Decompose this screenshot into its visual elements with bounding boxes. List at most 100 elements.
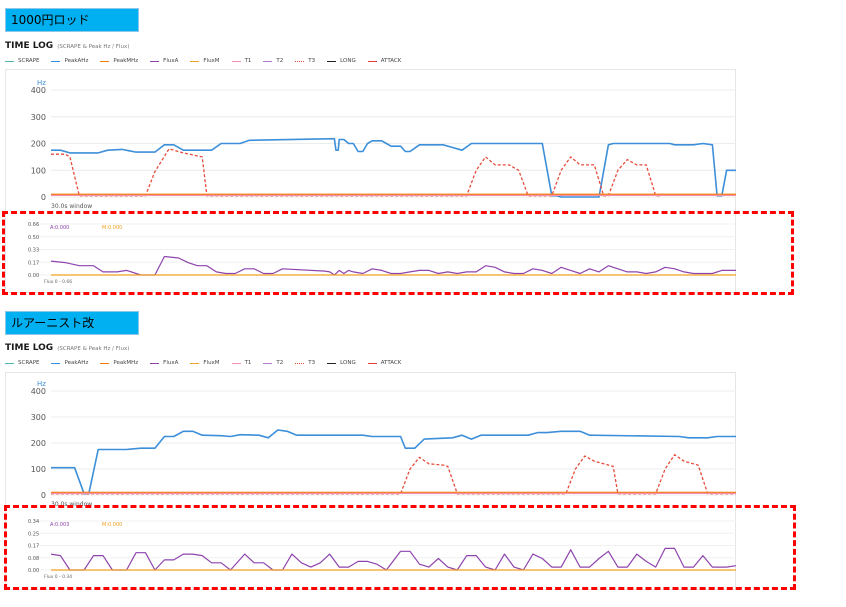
y-tick-label: 100 xyxy=(31,166,46,175)
legend: SCRAPE PeakAHz PeakMHz FluxA FluxM T1 T2 T3 LONG… xyxy=(5,55,745,67)
legend-swatch xyxy=(327,362,337,364)
series-line-t3 xyxy=(51,148,661,197)
legend-item-fluxm[interactable]: FluxM xyxy=(190,360,220,366)
legend-swatch xyxy=(150,362,160,364)
legend-label: T1 xyxy=(244,360,252,366)
legend-item-t1[interactable]: T1 xyxy=(231,58,252,64)
legend-label: PeakMHz xyxy=(113,58,139,64)
legend-swatch xyxy=(231,60,241,62)
legend-label: ATTACK xyxy=(380,58,402,64)
legend-swatch xyxy=(327,60,337,62)
flux-a-value: A:0.003 xyxy=(50,522,69,528)
legend-swatch xyxy=(263,362,273,364)
legend-label: FluxM xyxy=(203,360,220,366)
legend-item-long[interactable]: LONG xyxy=(327,360,356,366)
series-line-t3 xyxy=(51,454,736,495)
legend-label: SCRAPE xyxy=(18,58,40,64)
y-axis-label: Hz xyxy=(37,380,46,388)
legend-item-long[interactable]: LONG xyxy=(327,58,356,64)
legend-swatch xyxy=(190,362,200,364)
flux-y-tick-label: 0.34 xyxy=(28,519,39,525)
legend-label: T1 xyxy=(244,58,252,64)
flux-y-tick-label: 0.50 xyxy=(28,235,39,241)
y-tick-label: 300 xyxy=(31,113,46,122)
panel-title-text: TIME LOG xyxy=(5,41,54,51)
legend-item-t2[interactable]: T2 xyxy=(263,360,283,366)
legend-item-scrape[interactable]: SCRAPE xyxy=(5,360,39,366)
legend-item-t2[interactable]: T2 xyxy=(263,58,283,64)
legend-label: FluxM xyxy=(203,58,220,64)
legend-swatch xyxy=(190,60,200,62)
legend-item-peakahz[interactable]: PeakAHz xyxy=(51,360,88,366)
legend-item-peakmhz[interactable]: PeakMHz xyxy=(100,360,138,366)
legend-label: PeakAHz xyxy=(64,360,89,366)
legend-item-t3[interactable]: T3 xyxy=(295,58,315,64)
flux-y-tick-label: 0.66 xyxy=(28,222,39,228)
section-label-1000yen-rod: 1000円ロッド xyxy=(5,8,139,32)
legend-label: T3 xyxy=(308,58,316,64)
y-tick-label: 100 xyxy=(31,465,46,474)
legend-item-attack[interactable]: ATTACK xyxy=(367,58,402,64)
legend-swatch xyxy=(367,60,377,62)
legend-label: T2 xyxy=(276,360,284,366)
flux-y-tick-label: 0.33 xyxy=(28,248,39,254)
legend-label: FluxA xyxy=(163,58,179,64)
panel-title: TIME LOG (SCRAPE & Peak Hz / Flux) xyxy=(5,41,129,51)
legend-item-fluxm[interactable]: FluxM xyxy=(190,58,220,64)
legend-swatch xyxy=(5,362,14,364)
flux-series-line-fluxa xyxy=(50,547,737,571)
legend-item-attack[interactable]: ATTACK xyxy=(367,360,402,366)
flux-y-tick-label: 0.17 xyxy=(28,544,39,550)
legend-label: LONG xyxy=(340,58,356,64)
legend-swatch xyxy=(295,60,305,62)
legend-label: T2 xyxy=(276,58,284,64)
legend-swatch xyxy=(263,60,273,62)
legend-item-scrape[interactable]: SCRAPE xyxy=(5,58,39,64)
y-axis-label: Hz xyxy=(37,79,46,87)
panel-subtitle: (SCRAPE & Peak Hz / Flux) xyxy=(57,346,130,352)
legend-label: ATTACK xyxy=(380,360,402,366)
legend-label: LONG xyxy=(340,360,356,366)
section-label-lurenist-kai: ルアーニスト改 xyxy=(5,311,139,335)
y-tick-label: 400 xyxy=(31,86,46,95)
flux-series-line-fluxa xyxy=(50,255,736,276)
y-tick-label: 200 xyxy=(31,439,46,448)
legend-label: PeakAHz xyxy=(64,58,89,64)
flux-m-value: M:0.000 xyxy=(102,225,122,231)
series-line-peakahz xyxy=(51,429,736,495)
window-label: 30.0s window xyxy=(51,203,92,210)
legend: SCRAPE PeakAHz PeakMHz FluxA FluxM T1 T2 T3 LONG… xyxy=(5,357,745,369)
flux-range-label: Flux 0 - 0.66 xyxy=(44,279,72,285)
legend-item-fluxa[interactable]: FluxA xyxy=(150,58,178,64)
time-log-chart: 0 100 200 300 400 Hz 30.0s window 0.66 0.50 0.33 0… xyxy=(5,69,736,293)
legend-item-t1[interactable]: T1 xyxy=(231,360,252,366)
legend-swatch xyxy=(150,60,160,62)
y-tick-label: 300 xyxy=(31,413,46,422)
legend-swatch xyxy=(100,362,110,364)
legend-item-peakmhz[interactable]: PeakMHz xyxy=(100,58,138,64)
y-tick-label: 200 xyxy=(31,140,46,149)
legend-item-peakahz[interactable]: PeakAHz xyxy=(51,58,88,64)
legend-swatch xyxy=(367,362,377,364)
legend-swatch xyxy=(51,60,61,62)
flux-a-value: A:0.000 xyxy=(50,225,69,231)
window-label: 30.0s window xyxy=(51,501,92,508)
legend-item-fluxa[interactable]: FluxA xyxy=(150,360,178,366)
legend-label: PeakMHz xyxy=(113,360,139,366)
flux-y-tick-label: 0.25 xyxy=(28,531,39,537)
flux-y-tick-label: 0.00 xyxy=(28,568,39,574)
flux-y-tick-label: 0.17 xyxy=(28,260,39,266)
legend-item-t3[interactable]: T3 xyxy=(295,360,315,366)
legend-swatch xyxy=(100,60,110,62)
flux-y-tick-label: 0.08 xyxy=(28,556,39,562)
section-label-text: ルアーニスト改 xyxy=(11,316,95,330)
series-line-peakahz xyxy=(51,137,736,198)
flux-range-label: Flux 0 - 0.34 xyxy=(44,574,72,580)
legend-label: FluxA xyxy=(163,360,179,366)
legend-label: SCRAPE xyxy=(18,360,40,366)
legend-swatch xyxy=(5,60,14,62)
legend-swatch xyxy=(295,362,305,364)
flux-y-tick-label: 0.00 xyxy=(28,273,39,279)
